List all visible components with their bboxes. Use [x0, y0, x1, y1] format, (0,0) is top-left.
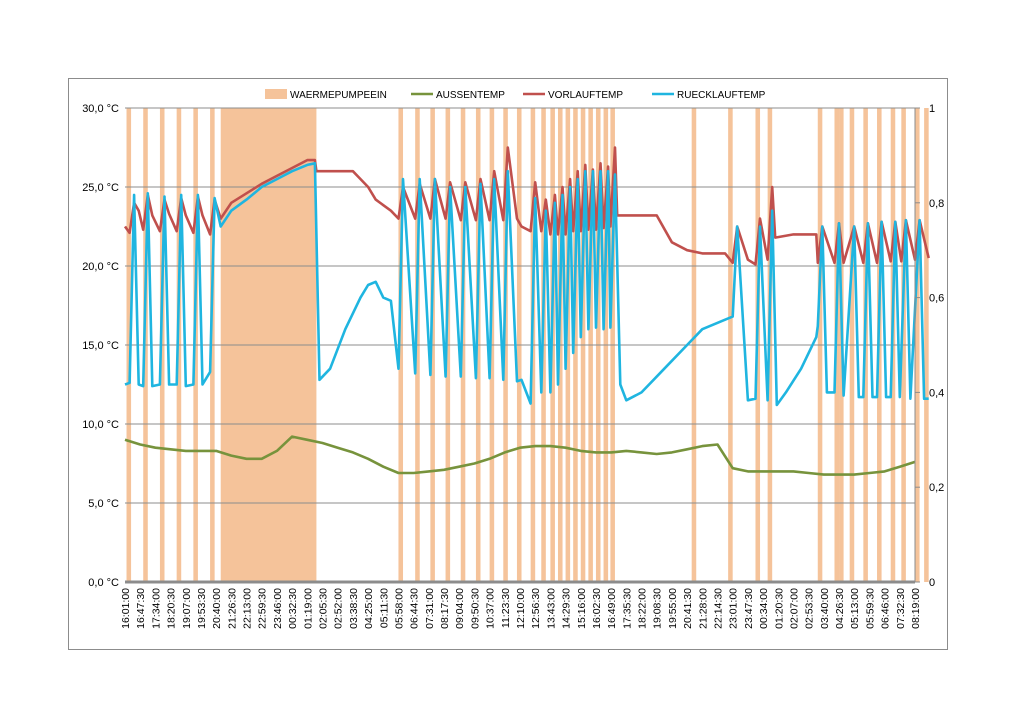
x-tick-label: 04:26:30 [834, 588, 846, 629]
x-tick-label: 15:16:00 [576, 588, 588, 629]
x-axis-ticks: 16:01:00 16:47:30 17:34:00 18:20:30 19:07:00… [120, 588, 922, 629]
x-tick-label: 16:01:00 [120, 588, 132, 629]
y-tick-label: 0,0 °C [88, 577, 119, 589]
x-tick-label: 19:08:30 [652, 588, 664, 629]
y-tick-label: 15,0 °C [82, 340, 119, 352]
x-tick-label: 00:34:00 [758, 588, 770, 629]
series-line-aussentemp [124, 435, 916, 476]
x-tick-label: 19:53:30 [196, 588, 208, 629]
x-tick-label: 03:38:30 [348, 588, 360, 629]
y2-tick-label: 0,6 [929, 293, 944, 305]
x-tick-label: 01:20:30 [773, 588, 785, 629]
x-tick-label: 16:47:30 [135, 588, 147, 629]
x-tick-label: 07:31:00 [424, 588, 436, 629]
series-line-ruecklauftemp [124, 162, 929, 407]
x-tick-label: 06:44:30 [409, 588, 421, 629]
y-tick-label: 5,0 °C [88, 498, 119, 510]
x-tick-label: 02:52:00 [333, 588, 345, 629]
x-tick-label: 20:40:00 [211, 588, 223, 629]
x-tick-label: 07:32:30 [895, 588, 907, 629]
x-tick-label: 19:55:00 [667, 588, 679, 629]
x-tick-label: 09:04:00 [454, 588, 466, 629]
y-axis-left: 0,0 °C 5,0 °C 10,0 °C 15,0 °C 20,0 °C 25,0 °C… [82, 103, 119, 589]
x-tick-label: 22:14:30 [713, 588, 725, 629]
legend-label: AUSSENTEMP [436, 90, 505, 101]
x-tick-label: 17:35:30 [621, 588, 633, 629]
legend-swatch [265, 89, 287, 99]
chart-svg: 0,0 °C 5,0 °C 10,0 °C 15,0 °C 20,0 °C 25,0 °C… [82, 89, 944, 629]
x-tick-label: 18:22:00 [637, 588, 649, 629]
x-tick-label: 11:23:30 [500, 588, 512, 628]
x-tick-label: 05:59:30 [864, 588, 876, 629]
legend: WAERMEPUMPEEIN AUSSENTEMP VORLAUFTEMP RUECK… [265, 89, 766, 101]
x-tick-label: 21:28:00 [697, 588, 709, 629]
x-tick-label: 05:11:30 [378, 588, 390, 628]
x-tick-label: 02:05:30 [318, 588, 330, 629]
x-tick-label: 13:43:00 [545, 588, 557, 629]
chart-frame: 0,0 °C 5,0 °C 10,0 °C 15,0 °C 20,0 °C 25,0 °C… [68, 78, 948, 650]
x-tick-label: 04:25:00 [363, 588, 375, 629]
y2-tick-label: 0 [929, 577, 935, 589]
legend-label: WAERMEPUMPEEIN [290, 90, 387, 101]
y2-tick-label: 0,2 [929, 482, 944, 494]
x-tick-label: 01:19:00 [302, 588, 314, 629]
x-tick-label: 23:47:30 [743, 588, 755, 629]
y-axis-right: 0 0,2 0,4 0,6 0,8 1 [914, 103, 944, 589]
legend-label: VORLAUFTEMP [548, 90, 623, 101]
x-tick-label: 20:41:30 [682, 588, 694, 629]
x-tick-label: 19:07:00 [181, 588, 193, 629]
y-tick-label: 10,0 °C [82, 419, 119, 431]
y-tick-label: 30,0 °C [82, 103, 119, 115]
y-tick-label: 20,0 °C [82, 261, 119, 273]
x-tick-label: 00:32:30 [287, 588, 299, 629]
x-tick-label: 06:46:00 [880, 588, 892, 629]
x-tick-label: 05:13:00 [849, 588, 861, 629]
x-tick-label: 23:46:00 [272, 588, 284, 629]
x-tick-label: 12:56:30 [530, 588, 542, 629]
x-tick-label: 18:20:30 [166, 588, 178, 629]
legend-label: RUECKLAUFTEMP [677, 90, 766, 101]
y-tick-label: 25,0 °C [82, 182, 119, 194]
x-tick-label: 23:01:00 [728, 588, 740, 629]
series-lines [123, 146, 930, 476]
y2-tick-label: 0,4 [929, 387, 944, 399]
x-tick-label: 16:49:00 [606, 588, 618, 629]
x-tick-label: 08:17:30 [439, 588, 451, 629]
x-tick-label: 08:19:00 [910, 588, 922, 629]
x-tick-label: 12:10:00 [515, 588, 527, 629]
y2-tick-label: 1 [929, 103, 935, 115]
x-tick-label: 02:07:00 [788, 588, 800, 629]
x-tick-label: 02:53:30 [804, 588, 816, 629]
x-tick-label: 21:26:30 [226, 588, 238, 629]
x-tick-label: 17:34:00 [150, 588, 162, 629]
pump-on-bar [915, 108, 920, 582]
x-tick-label: 16:02:30 [591, 588, 603, 629]
x-tick-label: 10:37:00 [485, 588, 497, 629]
x-tick-label: 22:59:30 [257, 588, 269, 629]
pump-on-bar [924, 108, 929, 582]
x-tick-label: 09:50:30 [469, 588, 481, 629]
y2-tick-label: 0,8 [929, 198, 944, 210]
x-tick-label: 22:13:00 [242, 588, 254, 629]
x-tick-label: 03:40:00 [819, 588, 831, 629]
x-tick-label: 05:58:00 [393, 588, 405, 629]
x-tick-label: 14:29:30 [561, 588, 573, 629]
